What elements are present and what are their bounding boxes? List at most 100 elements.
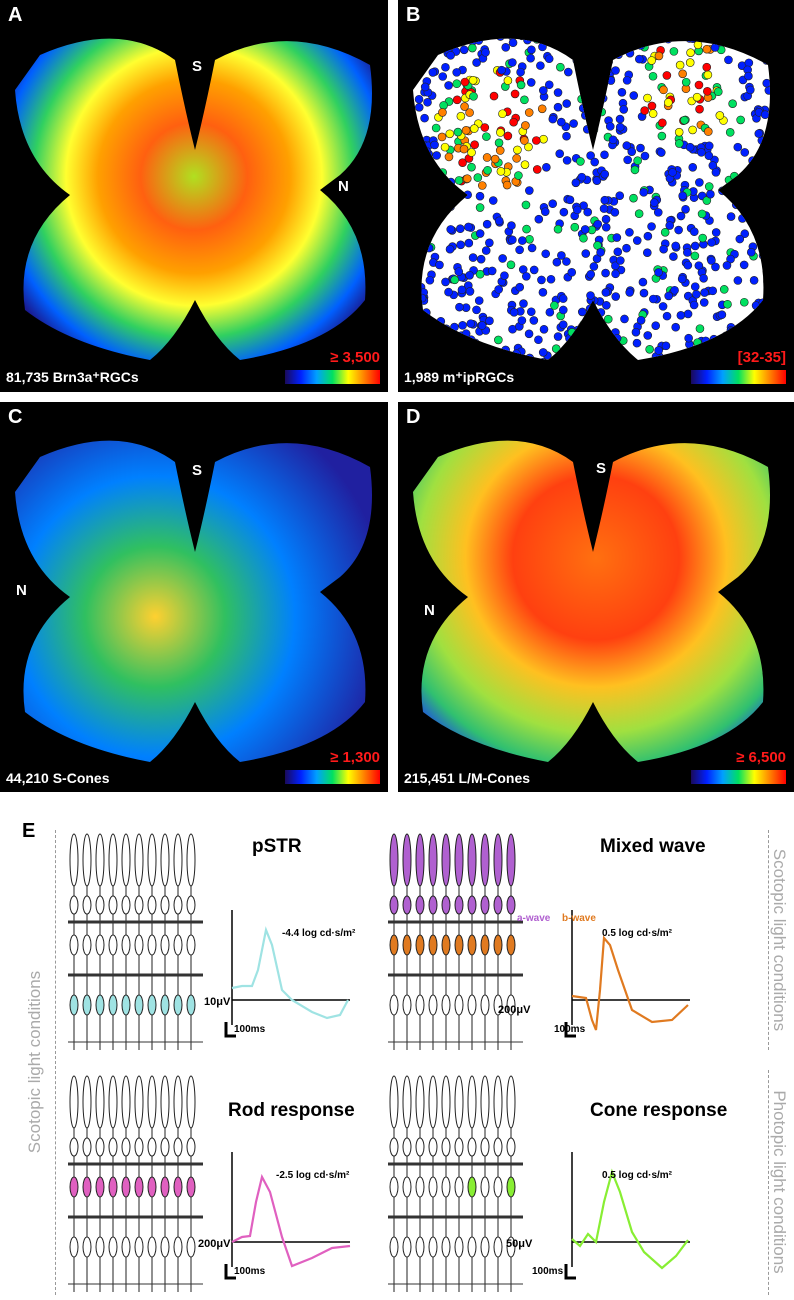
- cell-dot: [723, 299, 732, 309]
- cell-dot: [704, 151, 714, 161]
- cell-dot: [485, 238, 494, 248]
- cell-dot: [450, 275, 459, 285]
- cell-dot: [553, 224, 563, 234]
- cell-dot: [725, 128, 735, 137]
- bipolar-cell: [173, 1176, 183, 1198]
- photoreceptor-outer: [402, 1075, 412, 1129]
- bipolar-cell: [415, 934, 425, 956]
- cell-dot: [496, 128, 505, 137]
- cell-dot: [485, 316, 494, 326]
- cell-dot: [700, 288, 709, 297]
- cell-dot: [516, 80, 526, 90]
- ganglion-cell: [493, 994, 503, 1016]
- pstr-trace: [224, 910, 350, 1038]
- cell-dot: [643, 231, 653, 241]
- cell-dot: [445, 244, 455, 254]
- cell-dot: [639, 288, 649, 298]
- cell-dot: [685, 142, 695, 152]
- flash-intensity: 0.5 log cd·s/m²: [602, 1170, 673, 1181]
- cell-dot: [613, 247, 623, 257]
- cell-dot: [470, 140, 479, 150]
- ganglion-cell: [121, 1236, 131, 1258]
- cell-dot: [647, 56, 656, 65]
- photoreceptor-outer: [108, 833, 118, 887]
- cell-dot: [586, 291, 595, 300]
- cell-dot: [661, 341, 671, 351]
- cell-dot: [690, 241, 700, 251]
- photoreceptor-outer: [134, 1075, 144, 1129]
- ganglion-cell: [402, 1236, 412, 1258]
- cell-dot: [665, 221, 675, 230]
- cell-dot: [420, 82, 430, 92]
- scale-bar: [564, 1022, 576, 1038]
- cell-dot: [462, 174, 472, 183]
- photoreceptor-soma: [186, 895, 196, 915]
- cell-dot: [446, 225, 456, 234]
- cell-dot: [699, 298, 709, 307]
- bipolar-cell: [121, 1176, 131, 1198]
- photoreceptor-outer: [134, 833, 144, 887]
- retina-cell-diagram: [388, 833, 523, 1050]
- cell-dot: [494, 216, 504, 226]
- cell-dot: [538, 288, 548, 297]
- cell-dot: [622, 141, 632, 150]
- cell-dot: [458, 321, 467, 330]
- cell-dot: [660, 227, 670, 237]
- cell-dot: [534, 335, 543, 345]
- bipolar-cell: [160, 1176, 170, 1198]
- cell-dot: [617, 87, 627, 97]
- cell-dot: [517, 38, 527, 41]
- cell-count: 1,989 m⁺ipRGCs: [404, 369, 515, 385]
- cell-dot: [502, 180, 512, 190]
- photoreceptor-outer: [415, 1075, 425, 1129]
- photoreceptor-outer: [415, 833, 425, 887]
- cell-dot: [623, 155, 632, 165]
- photoreceptor-outer: [493, 1075, 503, 1129]
- cell-dot: [475, 229, 485, 238]
- photoreceptor-outer: [147, 1075, 157, 1129]
- cell-dot: [636, 143, 645, 153]
- cell-dot: [671, 241, 680, 251]
- cell-dot: [650, 198, 659, 207]
- cell-dot: [465, 108, 474, 117]
- cell-dot: [726, 212, 736, 221]
- ganglion-cell: [82, 994, 92, 1016]
- cell-dot: [683, 260, 693, 270]
- scale-bar: [564, 1264, 576, 1280]
- cell-dot: [553, 88, 563, 97]
- cell-dot: [689, 227, 699, 237]
- nasal-label: N: [752, 188, 763, 205]
- photoreceptor-outer: [428, 1075, 438, 1129]
- cell-dot: [468, 43, 477, 53]
- cell-dot: [513, 145, 522, 155]
- photoreceptor-soma: [428, 1137, 438, 1157]
- cell-dot: [622, 243, 631, 253]
- scale-max: ≥ 3,500: [330, 349, 380, 366]
- cell-dot: [620, 314, 629, 324]
- ganglion-cell: [506, 994, 516, 1016]
- cell-dot: [605, 122, 615, 131]
- bipolar-cell: [69, 934, 79, 956]
- cell-dot: [676, 211, 686, 221]
- bipolar-cell: [441, 934, 451, 956]
- cell-dot: [683, 248, 692, 257]
- bipolar-cell: [389, 1176, 399, 1198]
- superior-label: S: [596, 460, 607, 477]
- cell-dot: [510, 89, 520, 99]
- cell-dot: [601, 288, 611, 297]
- b-wave-label: b-wave: [562, 913, 596, 924]
- cell-dot: [627, 147, 637, 156]
- cell-dot: [490, 154, 500, 164]
- cell-dot: [648, 71, 658, 81]
- cell-dot: [707, 256, 716, 265]
- cell-dot: [581, 249, 591, 258]
- bipolar-cell: [506, 934, 516, 956]
- amplitude-scale: 200μV: [498, 1004, 531, 1016]
- ganglion-cell: [506, 1236, 516, 1258]
- cell-dot: [548, 199, 558, 209]
- cell-dot: [542, 162, 551, 172]
- cell-dot: [544, 80, 554, 90]
- superior-label: S: [192, 462, 203, 479]
- photoreceptor-soma: [82, 1137, 92, 1157]
- cell-dot: [544, 54, 554, 64]
